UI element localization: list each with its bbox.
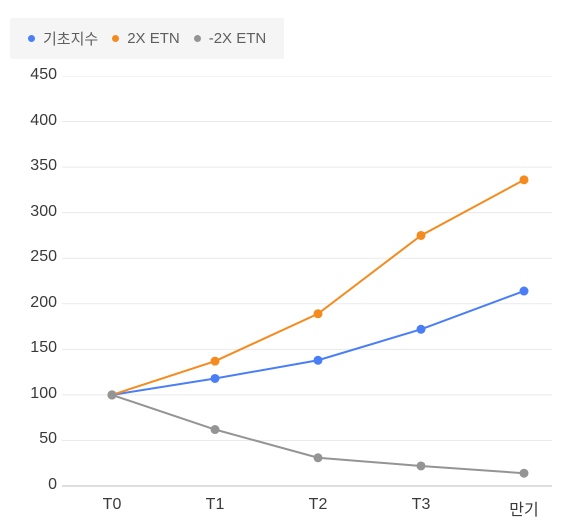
y-tick-label: 450: [7, 66, 57, 84]
series-marker: [520, 175, 529, 184]
legend-label: 2X ETN: [127, 30, 180, 47]
y-tick-label: 50: [7, 430, 57, 448]
x-tick-label: T3: [412, 496, 431, 514]
y-tick-label: 400: [7, 112, 57, 130]
y-tick-label: 200: [7, 294, 57, 312]
legend-marker: [112, 35, 119, 42]
series-marker: [211, 425, 220, 434]
series-marker: [108, 390, 117, 399]
series-marker: [417, 231, 426, 240]
y-tick-label: 250: [7, 248, 57, 266]
legend-marker: [28, 35, 35, 42]
y-tick-label: 350: [7, 157, 57, 175]
x-tick-label: T0: [103, 496, 122, 514]
series-marker: [211, 374, 220, 383]
y-tick-label: 0: [7, 476, 57, 494]
series-line: [112, 291, 524, 395]
legend-item: 기초지수: [28, 28, 98, 49]
legend-label: -2X ETN: [209, 30, 267, 47]
legend: 기초지수 2X ETN -2X ETN: [10, 18, 284, 59]
x-tick-label: 만기: [509, 496, 538, 520]
series-marker: [314, 356, 323, 365]
chart-container: 기초지수 2X ETN -2X ETN 0 50 100 150 200 250 300 350 4…: [0, 0, 564, 524]
legend-label: 기초지수: [43, 28, 98, 49]
x-tick-label: T2: [309, 496, 328, 514]
legend-marker: [194, 35, 201, 42]
legend-item: -2X ETN: [194, 30, 267, 47]
series-marker: [314, 309, 323, 318]
series-marker: [417, 325, 426, 334]
x-tick-label: T1: [206, 496, 225, 514]
y-tick-label: 100: [7, 385, 57, 403]
series-marker: [520, 469, 529, 478]
series-marker: [417, 461, 426, 470]
y-tick-label: 150: [7, 339, 57, 357]
plot-area: [62, 76, 552, 488]
legend-item: 2X ETN: [112, 30, 180, 47]
series-marker: [314, 453, 323, 462]
y-tick-label: 300: [7, 203, 57, 221]
series-marker: [520, 287, 529, 296]
series-marker: [211, 357, 220, 366]
